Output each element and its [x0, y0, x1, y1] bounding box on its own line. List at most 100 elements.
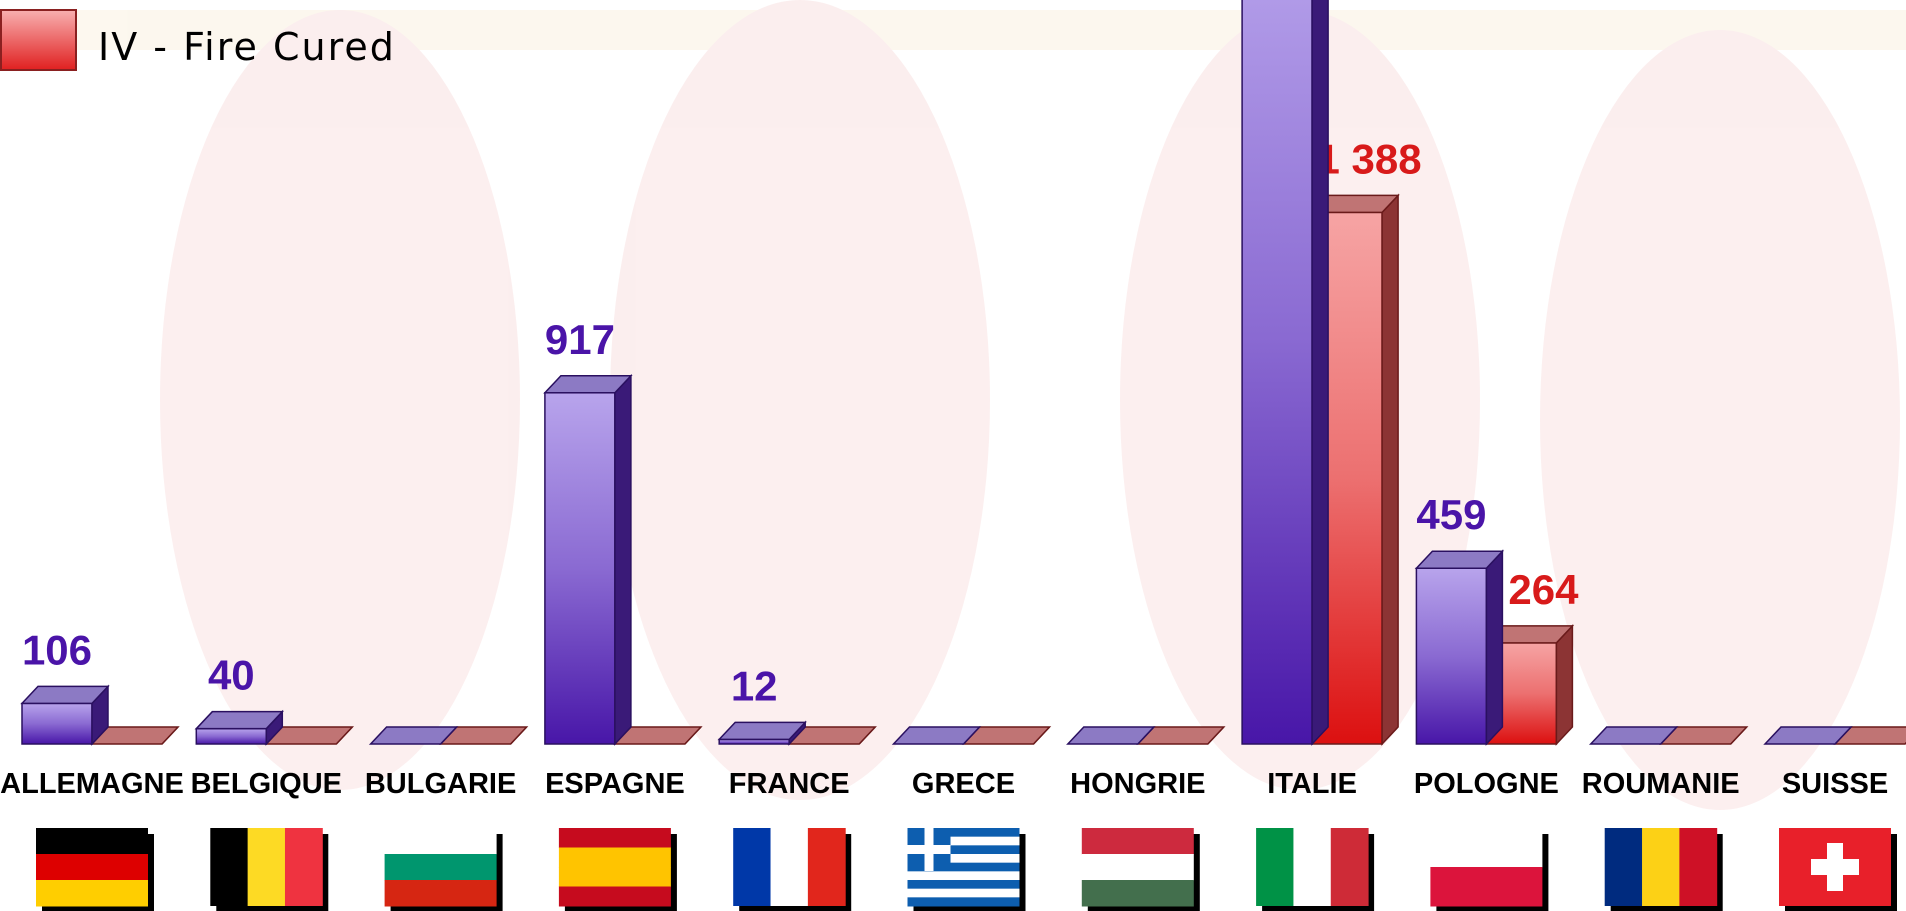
- flag-stripe: [36, 828, 148, 855]
- bar: [21, 702, 93, 745]
- bar-group: [20, 684, 110, 746]
- bar: [544, 392, 616, 745]
- flag-stripe: [1293, 828, 1332, 906]
- bar-top: [1763, 726, 1853, 745]
- bar-top: [1588, 726, 1679, 745]
- flag: [1256, 828, 1375, 911]
- flag-stripe: [1330, 828, 1369, 906]
- bar-top: [20, 685, 110, 705]
- bar-group: [1763, 726, 1853, 745]
- bar-group: [1066, 726, 1156, 745]
- flag-stripe: [36, 880, 148, 907]
- flag-stripe: [558, 847, 671, 868]
- bar-side: [1311, 0, 1329, 746]
- flag-stripe: [907, 862, 1020, 872]
- bar-group: [368, 726, 459, 745]
- x-tick-label: BULGARIE: [365, 768, 516, 800]
- flag: [733, 828, 852, 911]
- flag-stripe: [907, 871, 1020, 881]
- x-tick-label: FRANCE: [729, 768, 850, 800]
- bar: [195, 727, 268, 745]
- flag-stripe: [1642, 828, 1680, 906]
- bar-top: [717, 721, 807, 741]
- bar-group: [543, 373, 633, 746]
- flag: [1430, 828, 1549, 911]
- x-tick-label: ESPAGNE: [545, 768, 685, 800]
- x-tick-label: ITALIE: [1267, 768, 1357, 800]
- data-label: 1 388: [1317, 135, 1422, 182]
- bar: [1415, 567, 1488, 745]
- flag-stripe: [1081, 854, 1194, 881]
- flag: [384, 828, 503, 911]
- bar-side: [1485, 549, 1504, 746]
- flag-stripe: [558, 886, 671, 907]
- data-label: 917: [545, 316, 615, 363]
- flag-stripe: [907, 897, 1020, 907]
- flag-stripe: [384, 828, 497, 855]
- bar-group: [264, 726, 355, 745]
- flag-stripe: [907, 828, 1020, 838]
- bar-top: [1066, 726, 1156, 745]
- flag-stripe: [1604, 828, 1643, 906]
- bar-top: [543, 375, 633, 394]
- flag-stripe: [1256, 828, 1294, 906]
- bar-top: [891, 726, 982, 745]
- flag-stripe: [770, 828, 809, 906]
- flag: [558, 828, 677, 911]
- background-decoration: [0, 0, 1906, 810]
- x-tick-label: HONGRIE: [1070, 768, 1205, 800]
- bar-group: [1414, 549, 1505, 746]
- flag: [1081, 828, 1200, 911]
- flag: [907, 828, 1026, 911]
- flag-stripe: [907, 888, 1020, 898]
- flag-stripe: [1430, 828, 1543, 868]
- flag-stripe: [1081, 880, 1194, 907]
- legend-label: IV - Fire Cured: [98, 25, 396, 69]
- x-tick-label: POLOGNE: [1414, 768, 1559, 800]
- flag-stripe: [284, 828, 323, 906]
- bar-top: [368, 726, 459, 745]
- data-label: 40: [208, 652, 255, 699]
- bar-top: [1414, 550, 1505, 569]
- flag-stripe: [907, 854, 1020, 864]
- flag: [36, 828, 154, 911]
- bar-group: [717, 720, 807, 746]
- flag-stripe: [733, 828, 772, 906]
- data-label: 264: [1508, 566, 1579, 613]
- bar-group: [891, 726, 982, 745]
- bar-group: [1241, 0, 1329, 746]
- x-tick-label: BELGIQUE: [191, 768, 342, 800]
- x-tick-label: SUISSE: [1782, 768, 1888, 800]
- bar-side: [614, 373, 632, 746]
- bar-side: [1381, 193, 1399, 746]
- flag: [1779, 828, 1897, 911]
- flag: [210, 828, 329, 911]
- flag-stripe: [1081, 828, 1194, 855]
- bar-top: [194, 710, 285, 730]
- x-tick-label: ROUMANIE: [1582, 768, 1740, 800]
- flag-stripe: [807, 828, 846, 906]
- legend-swatch: [0, 9, 77, 71]
- flag-stripe: [558, 867, 671, 887]
- flag-stripe: [558, 828, 671, 848]
- data-label: 12: [731, 662, 778, 709]
- flag-cross: [1827, 843, 1843, 891]
- bar-group: [194, 709, 285, 746]
- data-label: 106: [22, 626, 92, 673]
- bar: [1241, 0, 1313, 745]
- flag-stripe: [384, 854, 497, 881]
- flag-stripe: [247, 828, 286, 906]
- flag-stripe: [1679, 828, 1718, 906]
- flag-stripe: [907, 845, 1020, 855]
- flag-cross: [924, 828, 934, 871]
- flag-stripe: [210, 828, 249, 906]
- flag-stripe: [36, 854, 148, 881]
- data-label: 459: [1416, 491, 1486, 538]
- bar-side: [1555, 623, 1574, 746]
- legend: IV - Fire Cured: [0, 9, 396, 71]
- bar-group: [1588, 726, 1679, 745]
- flag-stripe: [907, 836, 1020, 846]
- x-tick-label: GRECE: [912, 768, 1015, 800]
- flag-stripe: [384, 880, 497, 907]
